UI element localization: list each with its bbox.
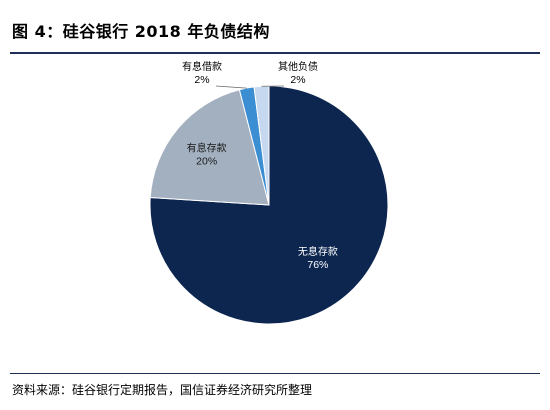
- slice-value-label-1: 76%: [307, 259, 328, 271]
- slice-name-label-4: 其他负债: [278, 60, 318, 73]
- source-note: 资料来源：硅谷银行定期报告，国信证券经济研究所整理: [12, 383, 313, 397]
- pie-slice-1: [149, 85, 389, 325]
- bottom-rule: [10, 373, 540, 374]
- slice-value-label-3: 2%: [194, 74, 209, 86]
- pie-slice-2: [149, 89, 270, 206]
- slice-name-label-2: 有息存款: [187, 141, 227, 154]
- slice-value-label-2: 20%: [196, 155, 217, 167]
- leader-line-3: [215, 85, 247, 89]
- figure-title: 图 4：硅谷银行 2018 年负债结构: [12, 22, 270, 41]
- pie-slices: [149, 85, 389, 325]
- top-rule: [10, 52, 540, 54]
- leader-lines: [215, 85, 285, 89]
- slice-name-label-3: 有息借款: [182, 60, 222, 73]
- slice-name-label-1: 无息存款: [298, 245, 338, 258]
- slice-value-label-4: 2%: [290, 74, 305, 86]
